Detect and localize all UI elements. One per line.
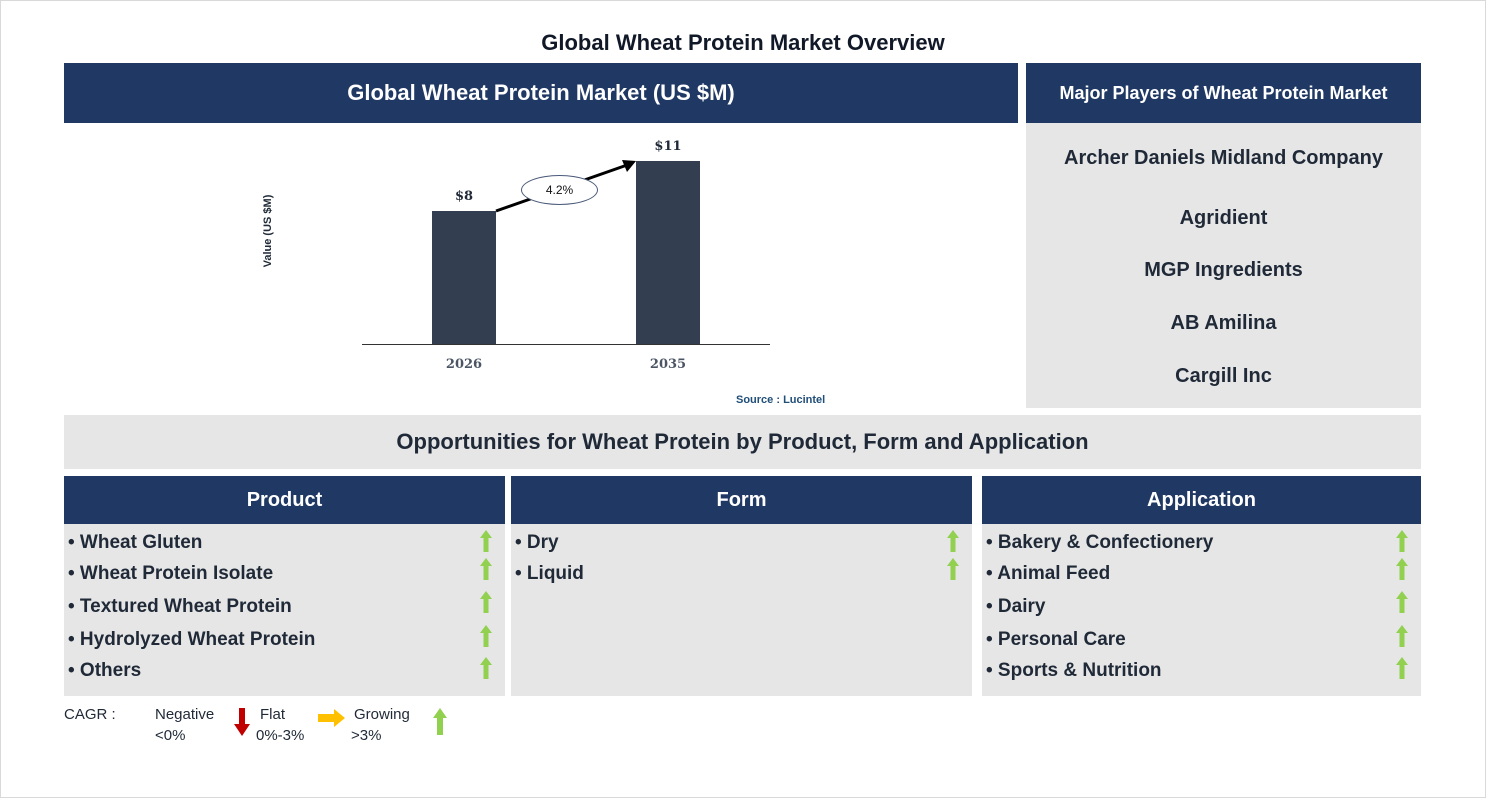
player-item: MGP Ingredients [1144,259,1303,281]
players-list: Archer Daniels Midland Company Agridient… [1026,123,1421,408]
legend-negative-label: Negative [155,706,215,723]
legend-flat-range: 0%-3% [256,727,305,744]
legend-negative-range: <0% [155,727,186,744]
list-item: • Sports & Nutrition [986,660,1162,681]
list-item: • Dairy [986,596,1046,617]
segment-body-form: • Dry • Liquid [511,524,972,696]
segment-header-form: Form [511,476,972,524]
list-item: • Hydrolyzed Wheat Protein [68,629,316,650]
list-item: • Wheat Gluten [68,532,203,553]
list-item: • Dry [515,532,559,553]
bar-2035 [636,161,700,344]
opportunities-title: Opportunities for Wheat Protein by Produ… [64,415,1421,469]
x-axis-line [362,344,770,345]
legend-title: CAGR : [64,706,116,723]
list-item: • Wheat Protein Isolate [68,563,274,584]
page-title: Global Wheat Protein Market Overview [541,30,945,55]
list-item: • Personal Care [986,629,1126,650]
chart-header: Global Wheat Protein Market (US $M) [64,63,1018,123]
bar-value-label-2035: $11 [654,139,682,154]
segment-header-product: Product [64,476,505,524]
player-item: AB Amilina [1170,312,1277,334]
player-item: Archer Daniels Midland Company [1064,147,1383,169]
list-item: • Others [68,660,142,681]
source-label: Source : Lucintel [736,394,826,406]
legend-growing-label: Growing [354,706,410,723]
player-item: Agridient [1179,207,1268,229]
cagr-badge: 4.2% [521,175,598,205]
segment-header-application: Application [982,476,1421,524]
list-item: • Bakery & Confectionery [986,532,1214,553]
segment-body-application: • Bakery & Confectionery • Animal Feed •… [982,524,1421,696]
list-item: • Textured Wheat Protein [68,596,292,617]
list-item: • Animal Feed [986,563,1111,584]
legend-growing-range: >3% [351,727,382,744]
legend-flat-label: Flat [260,706,286,723]
segment-body-product: • Wheat Gluten • Wheat Protein Isolate •… [64,524,505,696]
bar-2026 [432,211,496,344]
player-item: Cargill Inc [1175,365,1272,387]
players-header: Major Players of Wheat Protein Market [1026,63,1421,123]
x-tick-2026: 2026 [445,357,483,372]
list-item: • Liquid [515,563,584,584]
bar-value-label-2026: $8 [454,189,474,204]
x-tick-2035: 2035 [649,357,687,372]
